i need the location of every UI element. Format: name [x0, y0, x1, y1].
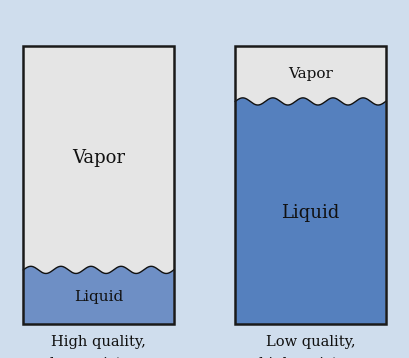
- Polygon shape: [23, 266, 174, 324]
- Text: Vapor: Vapor: [288, 67, 333, 81]
- Bar: [235, 46, 386, 324]
- Text: High quality,: High quality,: [51, 335, 146, 349]
- Text: low moisture: low moisture: [50, 357, 147, 358]
- Text: Liquid: Liquid: [74, 290, 123, 304]
- Bar: [23, 46, 174, 324]
- Text: high moisture: high moisture: [258, 357, 362, 358]
- Text: Vapor: Vapor: [72, 149, 125, 167]
- Polygon shape: [235, 98, 386, 324]
- Text: Low quality,: Low quality,: [266, 335, 355, 349]
- Text: Liquid: Liquid: [281, 204, 339, 222]
- Bar: [235, 46, 386, 324]
- Bar: [23, 46, 174, 324]
